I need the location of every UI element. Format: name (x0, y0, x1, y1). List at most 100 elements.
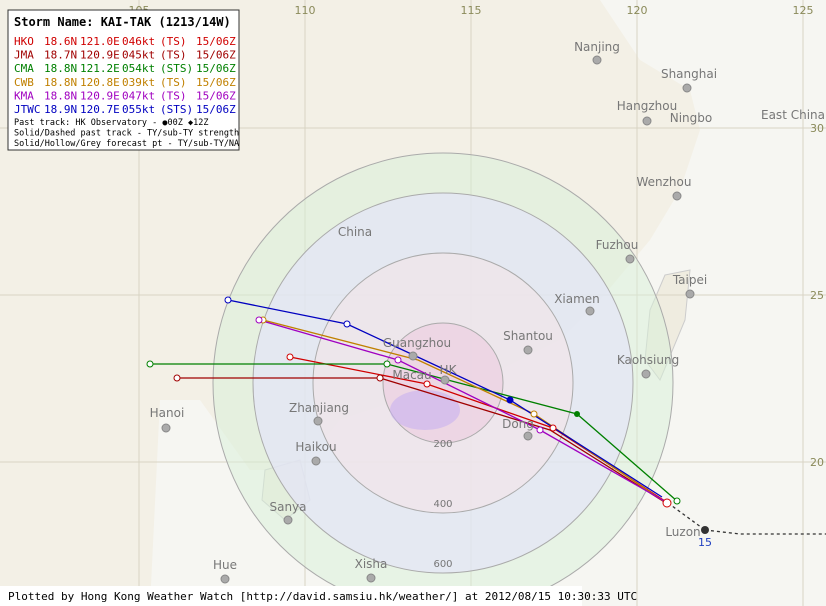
place-dot (313, 416, 323, 426)
place-label: Guangzhou (383, 336, 451, 350)
place-label: Kaohsiung (617, 353, 679, 367)
legend-cell: (TS) (160, 35, 187, 48)
footer-bar (0, 586, 582, 606)
lat-label: 25 (810, 289, 824, 302)
time-marker: 15 (698, 536, 712, 549)
place-dot (592, 55, 602, 65)
storm-title: Storm Name: KAI-TAK (1213/14W) (14, 15, 231, 29)
place-label: Zhanjiang (289, 401, 349, 415)
place-dot (283, 515, 293, 525)
legend-cell: 18.9N (44, 103, 77, 116)
place-dot (366, 573, 376, 583)
track-points (146, 296, 709, 534)
lat-label: 20 (810, 456, 824, 469)
place-dot (523, 345, 533, 355)
place-label: Haikou (295, 440, 336, 454)
place-dot (220, 574, 230, 584)
legend-cell: 15/06Z (196, 103, 236, 116)
legend-cell: 047kt (122, 89, 155, 102)
legend-cell: 054kt (122, 62, 155, 75)
legend-cell: 18.8N (44, 89, 77, 102)
legend-cell: 15/06Z (196, 62, 236, 75)
legend-cell: 120.9E (80, 89, 120, 102)
footer: Plotted by Hong Kong Weather Watch [http… (8, 590, 637, 603)
legend-cell: (TS) (160, 89, 187, 102)
legend-cell: 055kt (122, 103, 155, 116)
legend-cell: 15/06Z (196, 76, 236, 89)
legend-cell: JMA (14, 49, 34, 62)
lon-label: 115 (461, 4, 482, 17)
legend-cell: 18.8N (44, 76, 77, 89)
legend-cell: JTWC (14, 103, 41, 116)
place-label: Xisha (355, 557, 388, 571)
place-label: Luzon (665, 525, 700, 539)
legend-note: Past track: HK Observatory - ●00Z ◆12Z (14, 118, 208, 128)
place-dot (523, 431, 533, 441)
place-label: Sanya (269, 500, 306, 514)
place-dot (672, 191, 682, 201)
legend-cell: HKO (14, 35, 34, 48)
place-label: Xiamen (554, 292, 600, 306)
legend-cell: 15/06Z (196, 35, 236, 48)
legend-cell: 120.7E (80, 103, 120, 116)
legend-cell: (TS) (160, 76, 187, 89)
legend-cell: KMA (14, 89, 34, 102)
legend-cell: 18.8N (44, 62, 77, 75)
legend-cell: 039kt (122, 76, 155, 89)
legend-cell: 045kt (122, 49, 155, 62)
legend-cell: (STS) (160, 62, 193, 75)
lat-label: 30 (810, 122, 824, 135)
place-dot (642, 116, 652, 126)
place-dot (161, 423, 171, 433)
place-label: Taipei (672, 273, 707, 287)
legend-cell: 046kt (122, 35, 155, 48)
labels: 105110115120125302520200400600NanjingSha… (129, 4, 825, 584)
place-label: East China (761, 108, 825, 122)
lon-label: 110 (295, 4, 316, 17)
place-label: Hangzhou (617, 99, 677, 113)
legend-cell: 120.8E (80, 76, 120, 89)
ring-label: 200 (433, 439, 452, 450)
legend-cell: 121.2E (80, 62, 120, 75)
place-label: Ningbo (670, 111, 713, 125)
place-dot (408, 351, 418, 361)
legend-cell: 121.0E (80, 35, 120, 48)
place-label: Nanjing (574, 40, 620, 54)
place-label: China (338, 225, 372, 239)
legend-cell: 15/06Z (196, 89, 236, 102)
place-label: Fuzhou (596, 238, 639, 252)
place-label: Hue (213, 558, 237, 572)
ring-label: 600 (433, 559, 452, 570)
place-dot (440, 375, 450, 385)
place-label: Shantou (503, 329, 553, 343)
legend-cell: (STS) (160, 103, 193, 116)
place-dot (641, 369, 651, 379)
tracks (150, 299, 826, 535)
legend-box (7, 9, 240, 151)
lon-label: 120 (627, 4, 648, 17)
legend-cell: 15/06Z (196, 49, 236, 62)
legend-note: Solid/Dashed past track - TY/sub-TY stre… (14, 129, 239, 139)
place-label: Macau (392, 368, 431, 382)
legend-cell: 18.7N (44, 49, 77, 62)
legend-cell: CMA (14, 62, 34, 75)
legend-cell: 18.6N (44, 35, 77, 48)
lon-label: 125 (793, 4, 814, 17)
place-label: Hanoi (150, 406, 185, 420)
place-label: Shanghai (661, 67, 717, 81)
place-label: Wenzhou (636, 175, 691, 189)
place-dot (311, 456, 321, 466)
place-dot (682, 83, 692, 93)
legend-cell: CWB (14, 76, 34, 89)
place-dot (685, 289, 695, 299)
place-dot (625, 254, 635, 264)
place-label: Dong (502, 417, 534, 431)
ring-label: 400 (433, 499, 452, 510)
place-dot (585, 306, 595, 316)
legend-cell: 120.9E (80, 49, 120, 62)
legend-cell: (TS) (160, 49, 187, 62)
place-label: HK (440, 363, 458, 377)
legend-note: Solid/Hollow/Grey forecast pt - TY/sub-T… (14, 139, 239, 149)
